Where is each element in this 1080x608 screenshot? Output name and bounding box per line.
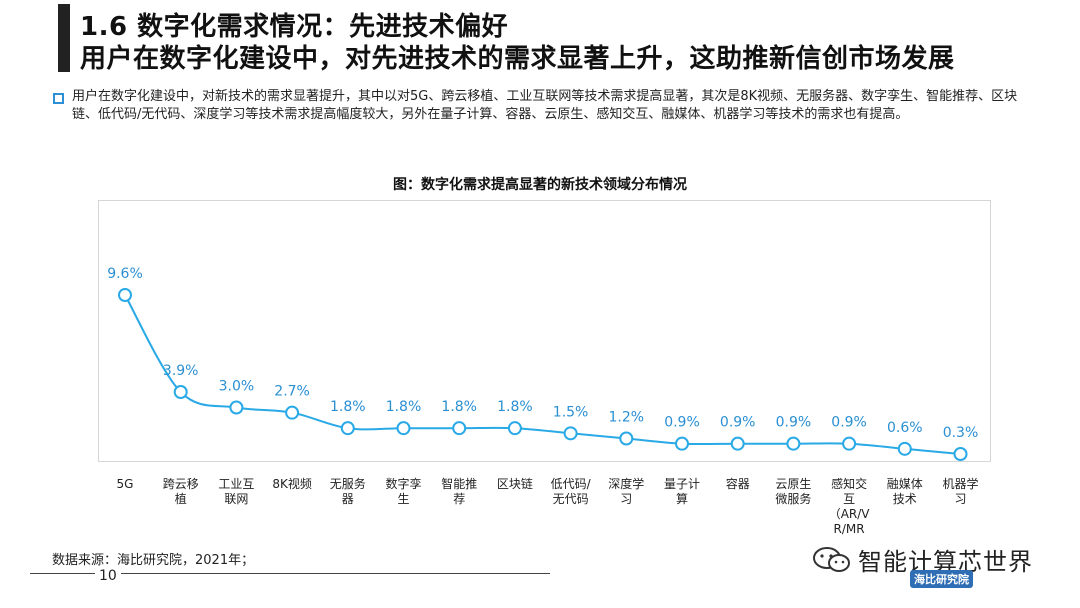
data-label: 0.9%	[720, 415, 756, 431]
x-tick-label: 跨云移植	[163, 477, 199, 506]
data-label: 1.8%	[441, 399, 477, 415]
data-label: 0.9%	[664, 415, 700, 431]
data-point	[619, 431, 634, 446]
page-number: 10	[95, 568, 121, 584]
title-accent-bar	[58, 4, 70, 72]
x-tick-label: 5G	[117, 477, 134, 491]
x-tick-label: 深度学习	[608, 476, 644, 506]
logo-badge: 海比研究院	[910, 570, 973, 588]
data-point	[173, 385, 188, 399]
x-tick-label: 量子计算	[664, 477, 700, 506]
data-point	[563, 426, 578, 441]
data-label: 1.2%	[609, 410, 645, 426]
data-label: 3.0%	[219, 379, 255, 395]
data-label: 0.9%	[831, 415, 867, 431]
x-tick-label: 融媒体技术	[887, 477, 923, 506]
data-point	[730, 436, 745, 451]
data-point	[953, 447, 968, 461]
data-label: 3.9%	[163, 363, 199, 379]
x-tick-label: 智能推荐	[441, 476, 477, 506]
data-point	[507, 421, 522, 436]
x-tick-label: 8K视频	[272, 476, 312, 491]
page-title: 1.6 数字化需求情况：先进技术偏好	[80, 12, 509, 42]
data-point	[842, 436, 857, 451]
x-tick-label: 机器学习	[942, 476, 978, 506]
x-tick-label: 工业互联网	[218, 477, 254, 506]
data-point	[396, 421, 411, 436]
chart-title: 图：数字化需求提高显著的新技术领域分布情况	[393, 177, 687, 193]
x-tick-label: 感知交互（AR/V R/MR	[829, 476, 871, 536]
x-tick-label: 数字孪生	[385, 476, 421, 506]
x-tick-label: 低代码/无代码	[551, 477, 592, 506]
data-label: 2.7%	[274, 384, 310, 400]
data-label: 0.9%	[776, 415, 812, 431]
data-point	[229, 400, 244, 415]
data-source: 数据来源：海比研究院，2021年；	[52, 553, 255, 568]
chart-plot-frame	[98, 200, 991, 462]
data-point	[340, 421, 355, 436]
data-point	[452, 421, 467, 436]
x-tick-label: 无服务器	[330, 476, 366, 506]
data-label: 9.6%	[107, 266, 143, 282]
bullet-paragraph: 用户在数字化建设中，对新技术的需求显著提升，其中以对5G、跨云移植、工业互联网等…	[72, 89, 1018, 122]
data-label: 1.8%	[386, 399, 422, 415]
data-point	[285, 405, 300, 420]
page-subtitle: 用户在数字化建设中，对先进技术的需求显著上升，这助推新信创市场发展	[80, 44, 955, 74]
data-point	[675, 436, 689, 451]
x-tick-label: 云原生微服务	[775, 477, 811, 506]
data-point	[118, 288, 132, 302]
wechat-icon	[813, 546, 850, 572]
bullet-square-icon	[53, 93, 64, 104]
data-label: 1.8%	[330, 399, 366, 415]
data-point	[897, 441, 912, 456]
data-label: 0.6%	[887, 420, 923, 436]
data-label: 1.8%	[497, 399, 533, 415]
x-tick-label: 容器	[726, 476, 750, 491]
data-label: 1.5%	[553, 404, 589, 420]
data-point	[786, 436, 801, 451]
x-tick-label: 区块链	[497, 476, 533, 491]
footer-divider	[30, 573, 550, 574]
data-label: 0.3%	[943, 425, 979, 441]
